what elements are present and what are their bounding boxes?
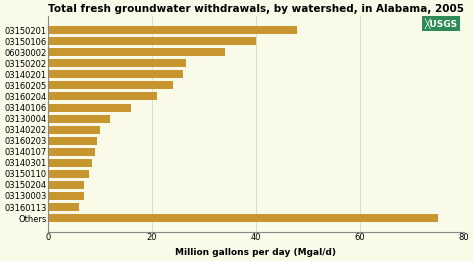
Bar	[48, 159, 92, 167]
Title: Total fresh groundwater withdrawals, by watershed, in Alabama, 2005: Total fresh groundwater withdrawals, by …	[48, 4, 464, 14]
Bar	[48, 104, 131, 111]
X-axis label: Million gallons per day (Mgal/d): Million gallons per day (Mgal/d)	[175, 248, 336, 257]
Bar	[48, 214, 438, 222]
Bar	[48, 37, 256, 45]
Bar	[48, 115, 110, 123]
Bar	[48, 59, 185, 67]
Text: ╳USGS: ╳USGS	[424, 19, 457, 29]
Bar	[48, 92, 157, 100]
Bar	[48, 148, 95, 156]
Bar	[48, 48, 225, 56]
Bar	[48, 26, 298, 34]
Bar	[48, 170, 89, 178]
Bar	[48, 81, 173, 89]
Bar	[48, 192, 84, 200]
Bar	[48, 137, 97, 145]
Bar	[48, 203, 79, 211]
Bar	[48, 126, 100, 134]
Bar	[48, 181, 84, 189]
Bar	[48, 70, 183, 78]
